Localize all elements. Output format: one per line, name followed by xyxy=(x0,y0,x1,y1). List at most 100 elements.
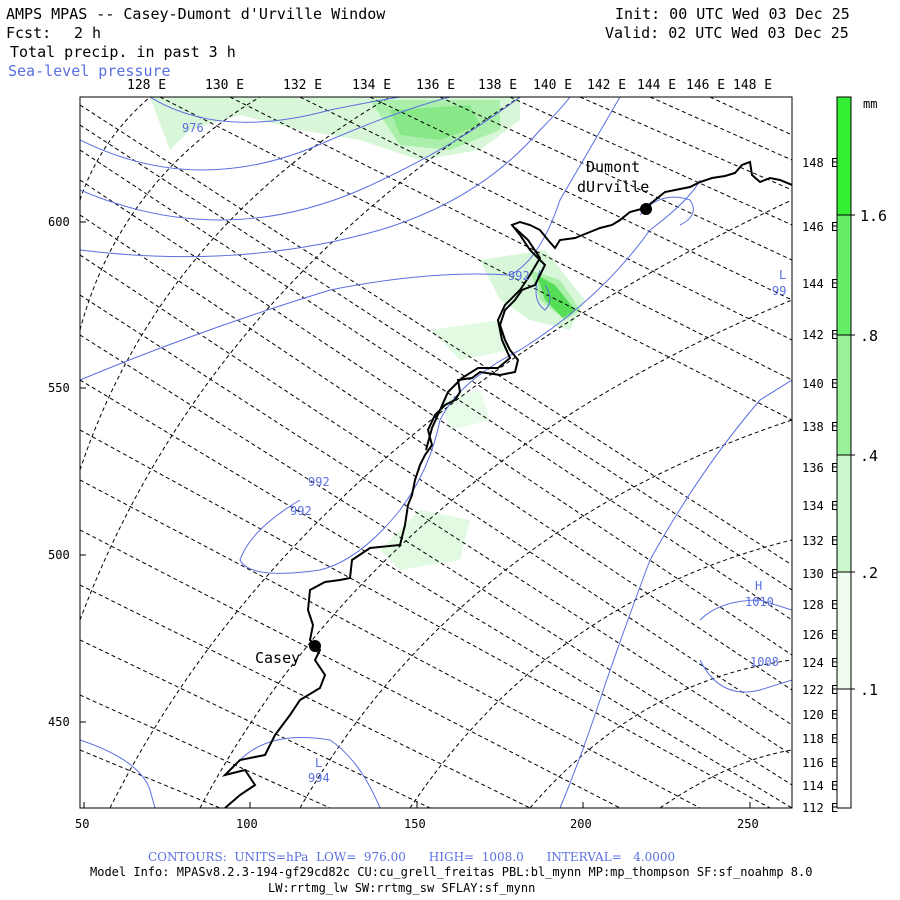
top-lon-label: 146 E xyxy=(686,78,726,93)
slp-contour-11 xyxy=(699,599,792,621)
grid-line-top-3 xyxy=(299,97,792,341)
meridian-154 xyxy=(80,639,431,808)
field-label: Total precip. in past 3 h xyxy=(10,43,236,61)
right-lon-label: 116 E xyxy=(802,756,839,770)
colorbar-segment-1 xyxy=(837,97,851,215)
colorbar-frame xyxy=(836,96,852,809)
meridian-128 xyxy=(80,104,792,566)
init-time: Init: 00 UTC Wed 03 Dec 25 xyxy=(615,5,850,23)
contour-label: 992 xyxy=(290,504,312,518)
contour-field-label: Sea-level pressure xyxy=(8,62,171,80)
meridian-146 xyxy=(80,429,771,808)
precip-area-patch-3 xyxy=(440,390,490,430)
colorbar-unit: mm xyxy=(863,97,878,111)
forecast-label: Fcst: xyxy=(6,24,52,42)
right-lon-label: 114 E xyxy=(802,779,839,793)
colorbar xyxy=(836,96,855,809)
right-lon-label: 132 E xyxy=(802,534,839,548)
colorbar-label: .1 xyxy=(860,681,879,699)
colorbar-label: .4 xyxy=(860,447,879,465)
x-tick-label: 200 xyxy=(570,817,592,831)
slp-contour-5 xyxy=(80,97,621,381)
axis-ticks xyxy=(80,221,751,808)
parallel-2 xyxy=(199,299,792,808)
colorbar-label: .2 xyxy=(860,564,879,582)
slp-contour-4 xyxy=(80,97,571,258)
colorbar-segment-2 xyxy=(837,215,851,335)
slp-contour-10 xyxy=(559,379,792,808)
model-info: Model Info: MPASv8.2.3-194-gf29cd82c CU:… xyxy=(90,865,813,879)
casey-label: Casey xyxy=(255,649,301,667)
slp-contour-7 xyxy=(239,179,701,574)
right-lon-label: 148 E xyxy=(802,156,839,170)
x-tick-label: 250 xyxy=(737,817,759,831)
slp-contour-2 xyxy=(80,97,451,171)
meridian-142 xyxy=(80,334,792,786)
colorbar-label: 1.6 xyxy=(860,207,888,225)
top-lon-label: 132 E xyxy=(283,78,323,93)
right-lon-label: 140 E xyxy=(802,377,839,391)
y-tick-label: 450 xyxy=(48,715,70,729)
precip-area-patch-1 xyxy=(430,320,510,360)
forecast-value: 2 h xyxy=(74,24,102,42)
right-lon-label: 112 E xyxy=(802,801,839,815)
meridian-148 xyxy=(80,479,701,808)
top-lon-label: 136 E xyxy=(416,78,456,93)
y-tick-label: 600 xyxy=(48,215,70,229)
right-lon-label: 136 E xyxy=(802,461,839,475)
precip-shading xyxy=(150,97,585,570)
slp-contour-1 xyxy=(149,97,401,123)
parallel-3 xyxy=(299,419,792,808)
contour-label: 1010 xyxy=(745,595,774,609)
top-lon-label: 130 E xyxy=(205,78,245,93)
grid-line-top-5 xyxy=(439,97,792,261)
grid-line-top-2 xyxy=(229,97,792,381)
parallel-10 xyxy=(80,97,151,201)
contour-info: CONTOURS: UNITS=hPa LOW= 976.00 HIGH= 10… xyxy=(148,850,676,864)
slp-contour-3 xyxy=(80,97,521,221)
slp-contour-9 xyxy=(239,737,381,808)
top-lon-label: 148 E xyxy=(733,78,773,93)
top-lon-label: 128 E xyxy=(127,78,167,93)
precip-area-coast xyxy=(480,250,585,330)
grid-line-top-8 xyxy=(649,97,792,161)
meridian-132 xyxy=(80,149,792,621)
parallel-6 xyxy=(659,749,792,808)
colorbar-segment-6 xyxy=(837,689,851,808)
graticule xyxy=(80,97,792,808)
meridian-136 xyxy=(80,214,792,691)
map-frame xyxy=(79,96,793,809)
precip-area-coast-core xyxy=(537,275,575,318)
meridian-150 xyxy=(80,529,621,808)
parallel-1 xyxy=(109,199,792,808)
meridian-130 xyxy=(80,124,792,591)
slp-contour-8 xyxy=(80,739,156,808)
contour-label: 99 xyxy=(772,284,787,298)
precip-area-patch-2 xyxy=(380,510,470,570)
grid-line-top-6 xyxy=(509,97,792,226)
dumont-durville-label-line2: dUrville xyxy=(577,178,650,196)
x-tick-label: 150 xyxy=(404,817,426,831)
top-lon-label: 138 E xyxy=(478,78,518,93)
valid-time: Valid: 02 UTC Wed 03 Dec 25 xyxy=(605,24,849,42)
slp-contour-12 xyxy=(699,659,792,693)
parallel-4 xyxy=(409,539,792,808)
parallel-7 xyxy=(80,97,521,621)
contour-label: 992 xyxy=(308,475,330,489)
right-lon-label: 134 E xyxy=(802,499,839,513)
x-tick-label: 50 xyxy=(75,817,90,831)
right-lon-label: 126 E xyxy=(802,628,839,642)
pressure-contours xyxy=(80,97,792,808)
parallel-5 xyxy=(529,659,792,808)
y-tick-label: 550 xyxy=(48,381,70,395)
right-lon-label: 122 E xyxy=(802,683,839,697)
slp-contour-13 xyxy=(639,196,694,226)
contour-label: 976 xyxy=(182,121,204,135)
right-lon-label: 124 E xyxy=(802,656,839,670)
model-info-line2: LW:rrtmg_lw SW:rrtmg_sw SFLAY:sf_mynn xyxy=(268,881,536,895)
parallel-9 xyxy=(80,97,261,331)
contour-label: 992 xyxy=(508,269,530,283)
low-marker: L xyxy=(779,268,787,282)
contour-label: 1008 xyxy=(750,655,779,669)
